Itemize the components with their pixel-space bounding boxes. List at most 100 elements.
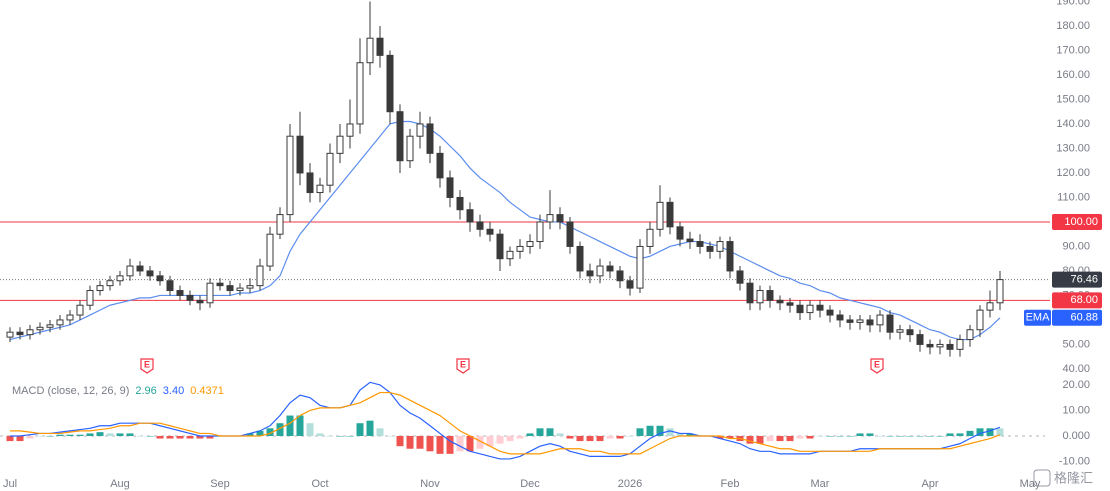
candle-body [326, 152, 334, 186]
macd-line [10, 391, 1001, 455]
candle-body [376, 37, 384, 56]
candle-body [336, 135, 344, 154]
histogram-bar [556, 433, 564, 436]
histogram-bar [866, 433, 874, 436]
histogram-bar [376, 428, 384, 436]
y-tick-label: 140.00 [1056, 118, 1090, 130]
candle-body [266, 233, 274, 267]
candle-body [836, 314, 844, 321]
candle-body [756, 290, 764, 304]
candle-body [806, 304, 814, 314]
hline-tag-text: 68.00 [1070, 294, 1098, 306]
candle-body [646, 228, 654, 247]
candle-body [496, 233, 504, 260]
candle-body [506, 250, 514, 260]
earnings-marker: E [870, 358, 884, 374]
candle-body [466, 209, 474, 223]
candle-body [196, 299, 204, 304]
histogram-bar [916, 435, 924, 437]
candle-body [126, 265, 134, 277]
histogram-bar [276, 423, 284, 436]
histogram-bar [606, 435, 614, 439]
histogram-bar [586, 435, 594, 442]
histogram-bar [486, 435, 494, 447]
ema-name-tag: EMA [1024, 309, 1051, 326]
candle-body [76, 304, 84, 316]
candle-body [156, 275, 164, 282]
histogram-bar [936, 435, 944, 437]
histogram-bar [126, 433, 134, 436]
candle-body [636, 245, 644, 289]
y-tick-label: -10.00 [1059, 455, 1090, 467]
histogram-bar [746, 435, 754, 444]
histogram-bar [416, 435, 424, 449]
candle-body [976, 309, 984, 331]
watermark: 格隆汇 [1054, 470, 1093, 485]
y-tick-label: 170.00 [1056, 44, 1090, 56]
candle-body [116, 275, 124, 282]
histogram-bar [686, 433, 694, 436]
histogram-bar [896, 435, 904, 437]
earnings-marker: E [140, 358, 154, 374]
y-tick-label: 180.00 [1056, 20, 1090, 32]
watermark-logo [1033, 469, 1051, 487]
histogram-bar [246, 433, 254, 436]
x-tick-label: Apr [921, 478, 938, 490]
candle-body [176, 290, 184, 296]
histogram-bar [496, 435, 504, 444]
histogram-bar [676, 433, 684, 436]
candle-body [276, 214, 284, 235]
candle-body [736, 270, 744, 284]
earnings-label: E [144, 359, 150, 369]
candle-body [726, 241, 734, 272]
candle-body [886, 314, 894, 333]
hline-tag-bg [1052, 213, 1102, 230]
candle-body [846, 319, 854, 323]
y-tick-label: 160.00 [1056, 69, 1090, 81]
candle-body [776, 299, 784, 304]
candle-body [406, 135, 414, 162]
candle-body [796, 304, 804, 314]
hline-tag-bg [1052, 292, 1102, 309]
candle-body [566, 221, 574, 247]
histogram-bar [336, 435, 344, 437]
histogram-bar [856, 433, 864, 436]
candle-body [526, 241, 534, 247]
candle-body [556, 214, 564, 223]
x-tick-label: Feb [721, 478, 740, 490]
candle-body [956, 339, 964, 350]
histogram-bar [206, 435, 214, 439]
candle-body [106, 280, 114, 287]
y-tick-label: 50.00 [1062, 338, 1090, 350]
histogram-bar [76, 434, 84, 436]
histogram-bar [546, 428, 554, 436]
candle-body [996, 279, 1004, 304]
histogram-bar [876, 435, 884, 437]
histogram-bar [116, 433, 124, 436]
histogram-bar [526, 433, 534, 436]
histogram-bar [186, 435, 194, 439]
candle-body [16, 331, 24, 336]
histogram-bar [946, 433, 954, 436]
histogram-bar [256, 430, 264, 436]
y-tick-label: 0.000 [1062, 430, 1090, 442]
x-tick-label: Oct [311, 478, 328, 490]
x-tick-label: Mar [811, 478, 830, 490]
candle-body [476, 221, 484, 230]
y-tick-label: 130.00 [1056, 142, 1090, 154]
candle-body [766, 290, 774, 301]
histogram-bar [476, 435, 484, 449]
histogram-bar [316, 433, 324, 436]
histogram-bar [366, 420, 374, 436]
histogram-bar [196, 435, 204, 439]
ema-line [9, 120, 1001, 341]
candle-body [896, 329, 904, 333]
candle-body [346, 123, 354, 137]
candle-body [146, 270, 154, 277]
histogram-bar [346, 435, 354, 437]
histogram-bar [826, 435, 834, 437]
histogram-bar [626, 435, 634, 437]
candle-body [516, 245, 524, 252]
candle-body [456, 196, 464, 211]
histogram-bar [326, 435, 334, 437]
